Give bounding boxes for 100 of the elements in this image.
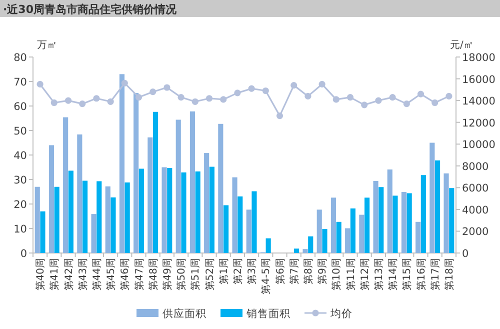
x-tick-label: 第15周 <box>401 258 414 291</box>
point <box>346 94 354 101</box>
y2-tick-label: 16000 <box>462 74 496 86</box>
x-tick-label: 第6周 <box>274 258 286 284</box>
bar <box>336 222 342 253</box>
bar <box>96 181 102 253</box>
y2-tick-label: 12000 <box>462 117 496 130</box>
x-tick-label: 第11周 <box>344 258 357 291</box>
x-tick-label: 第51周 <box>190 258 202 291</box>
bar <box>138 168 144 253</box>
y2-axis-title: 元/㎡ <box>450 40 474 51</box>
point <box>36 80 44 88</box>
bar <box>330 198 336 253</box>
point <box>290 82 298 89</box>
point <box>248 85 255 92</box>
x-tick-label: 第47周 <box>133 258 146 291</box>
point <box>93 95 100 102</box>
bar <box>124 182 130 253</box>
y-tick-label: 50 <box>14 126 27 138</box>
bar <box>223 205 229 253</box>
bar <box>378 187 384 253</box>
y-tick-label: 40 <box>14 150 27 162</box>
y2-tick-label: 10000 <box>462 139 496 152</box>
legend-label: 销售面积 <box>246 308 290 320</box>
bar <box>350 208 356 253</box>
point <box>262 87 269 94</box>
y-axis-title: 万㎡ <box>37 40 57 51</box>
point <box>276 112 284 120</box>
bar <box>430 142 435 253</box>
bar <box>77 134 82 253</box>
bar <box>416 222 421 253</box>
bar <box>48 145 54 253</box>
bar <box>181 172 186 253</box>
bar <box>449 188 454 253</box>
point <box>446 92 452 100</box>
bar <box>359 214 364 253</box>
bar <box>34 186 40 253</box>
bar <box>63 117 68 253</box>
y-tick-label: 80 <box>14 52 27 64</box>
y-tick-label: 60 <box>14 101 27 113</box>
y-tick-label: 70 <box>14 76 27 88</box>
x-tick-label: 第2周 <box>232 258 244 284</box>
bar <box>190 111 196 253</box>
point <box>304 92 312 100</box>
point <box>79 100 86 108</box>
x-tick-label: 第7周 <box>288 258 300 284</box>
point <box>206 95 213 102</box>
bar <box>364 198 370 253</box>
bar <box>434 160 440 253</box>
x-tick-label: 第43周 <box>76 258 89 291</box>
x-tick-label: 第45周 <box>105 258 118 291</box>
chart-title: ·近30周青岛市商品住宅供销价情况 <box>3 3 178 16</box>
point <box>220 96 227 103</box>
y2-tick-label: 18000 <box>462 52 496 64</box>
x-tick-label: 第40周 <box>34 258 47 291</box>
point <box>318 80 326 88</box>
bar <box>162 167 167 253</box>
point <box>417 90 424 98</box>
point <box>192 98 198 105</box>
x-tick-label: 第13周 <box>372 258 385 291</box>
x-tick-label: 第50周 <box>176 258 188 291</box>
bar <box>91 214 96 253</box>
bar <box>252 191 257 253</box>
point <box>50 99 58 106</box>
x-tick-label: 第9周 <box>316 258 329 284</box>
bar <box>54 186 60 253</box>
bar <box>218 124 224 253</box>
point <box>64 97 72 104</box>
bar <box>68 170 74 253</box>
x-tick-label: 第17周 <box>429 258 442 291</box>
bar <box>444 173 449 253</box>
bar <box>238 196 243 253</box>
point <box>375 97 382 104</box>
x-tick-label: 第18周 <box>443 258 456 291</box>
point <box>164 84 170 91</box>
point <box>178 94 184 101</box>
bar <box>209 166 214 253</box>
legend-label: 均价 <box>330 308 352 320</box>
bar <box>373 180 378 253</box>
point <box>389 94 396 101</box>
x-tick-label: 第8周 <box>302 258 314 284</box>
bar <box>308 236 314 253</box>
x-tick-label: 第44周 <box>90 258 103 291</box>
bar <box>82 180 88 253</box>
bar <box>420 175 426 253</box>
y2-tick-label: 2000 <box>462 226 489 238</box>
x-tick-label: 第10周 <box>330 258 343 291</box>
y2-tick-label: 8000 <box>462 160 489 173</box>
bar <box>387 169 392 253</box>
point <box>135 94 142 101</box>
y2-tick-label: 4000 <box>462 204 489 216</box>
bar <box>302 249 308 253</box>
bar <box>204 153 210 253</box>
point <box>107 98 114 105</box>
x-tick-label: 第41周 <box>48 258 61 291</box>
x-tick-label: 第48周 <box>147 258 160 291</box>
x-tick-label: 第14周 <box>387 258 400 291</box>
bar <box>345 228 350 253</box>
point <box>121 80 128 86</box>
x-tick-label: 第52周 <box>204 258 216 291</box>
